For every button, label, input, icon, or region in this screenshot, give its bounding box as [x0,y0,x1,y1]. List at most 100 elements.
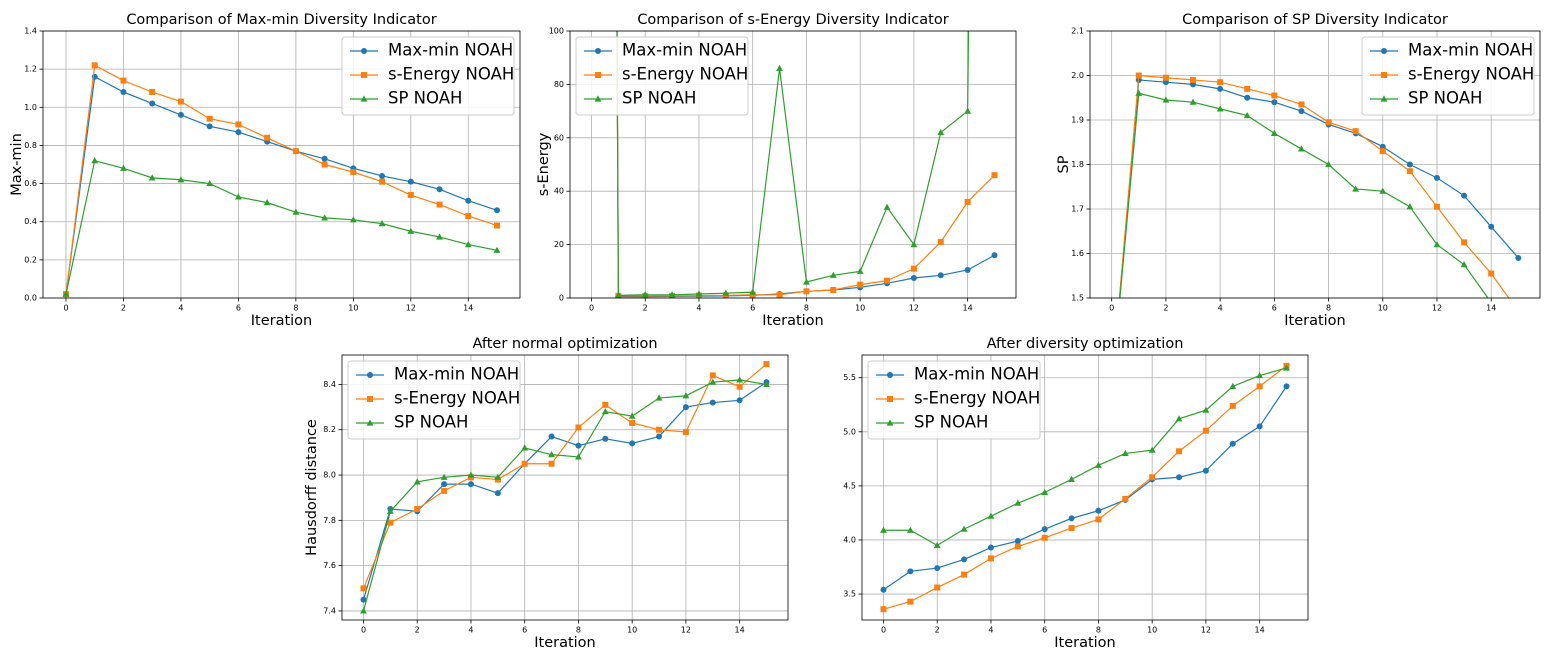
marker [991,172,998,179]
x-tick-label: 10 [348,304,358,313]
y-tick-label: 7.6 [323,561,336,570]
marker [1149,474,1156,481]
chart: 0 2 4 6 8 10 12 14 7.4 7.6 7.8 8.0 8.2 8.4 After norma… [304,336,789,651]
marker [465,197,472,204]
marker [1244,85,1251,92]
marker [964,107,972,114]
marker [367,372,373,378]
marker [494,473,502,480]
x-tick-label: 4 [178,304,183,313]
marker [628,412,636,419]
y-tick-label: 2.0 [1071,71,1084,80]
legend: Max-min NOAH s-Energy NOAH SP NOAH [347,360,521,440]
marker [829,271,837,278]
marker [641,291,649,298]
x-tick-label: 10 [627,626,637,635]
marker [1162,74,1169,81]
marker [1460,261,1468,268]
y-tick-label: 1.9 [1071,116,1084,125]
marker [321,155,328,162]
line [65,159,498,295]
marker [1256,371,1264,379]
marker [1014,543,1021,550]
legend-label: SP NOAH [622,89,696,108]
marker [548,451,555,458]
x-tick-label: 6 [750,304,755,313]
marker [292,148,299,155]
marker [736,376,744,383]
marker [436,201,443,208]
marker [937,238,944,245]
marker [709,399,716,406]
marker [594,95,602,102]
marker [1122,495,1129,502]
marker [494,207,501,214]
legend-box [575,36,749,116]
y-tick-label: 1.7 [1071,205,1084,214]
x-tick-label: 2 [415,626,420,635]
marker [910,274,917,281]
marker [960,525,968,532]
y-tick-label: 4.0 [843,535,856,544]
marker [379,172,386,179]
legend-label: s-Energy NOAH [914,389,1040,408]
line [1118,79,1519,298]
x-tick-label: 0 [63,304,68,313]
marker [887,396,893,402]
marker [709,378,717,385]
marker [722,289,730,296]
marker [1271,92,1278,99]
marker [1175,415,1183,422]
marker [910,241,918,248]
marker [1515,308,1521,314]
marker [1189,98,1197,105]
chart-title: After diversity optimization [987,336,1184,352]
marker [1325,160,1332,168]
marker [1135,72,1142,79]
x-tick-label: 2 [935,626,940,635]
marker [548,433,555,440]
marker [1095,516,1102,523]
marker [1068,515,1075,522]
plot-area [1108,72,1522,390]
marker [1108,383,1115,389]
marker [1298,108,1305,115]
marker [1176,448,1183,455]
marker [1148,446,1156,453]
y-tick-label: 5.0 [843,427,856,436]
y-tick-label: 3.5 [843,590,856,599]
marker [1406,203,1414,210]
marker [1433,203,1440,210]
x-tick-label: 10 [1147,626,1157,635]
marker [656,426,663,433]
plot-area [360,361,770,614]
legend-label: s-Energy NOAH [1408,65,1534,84]
marker [830,286,837,293]
marker [321,214,329,221]
legend-label: Max-min NOAH [388,41,513,60]
marker [494,490,501,497]
y-axis-label: Hausdorff distance [304,419,320,556]
marker [149,100,156,107]
marker [1109,384,1115,390]
marker [668,291,676,298]
y-tick-label: 60 [554,133,564,142]
marker [629,440,636,447]
marker [1298,145,1305,152]
marker [91,62,98,69]
marker [407,227,415,234]
marker [360,585,367,592]
marker [1298,101,1305,108]
marker [991,252,998,259]
marker [120,77,127,84]
marker [887,372,893,378]
y-tick-label: 8.0 [323,471,336,480]
marker [1202,467,1209,474]
y-tick-label: 4.5 [843,481,856,490]
y-tick-label: 1.4 [24,27,37,36]
marker [413,478,421,485]
y-axis-label: s-Energy [536,132,552,196]
marker [1381,48,1387,54]
axes-frame [42,30,521,299]
